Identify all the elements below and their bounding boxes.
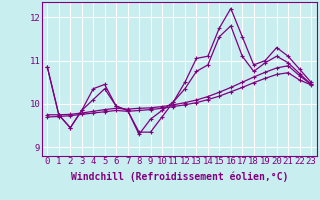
X-axis label: Windchill (Refroidissement éolien,°C): Windchill (Refroidissement éolien,°C) <box>70 172 288 182</box>
